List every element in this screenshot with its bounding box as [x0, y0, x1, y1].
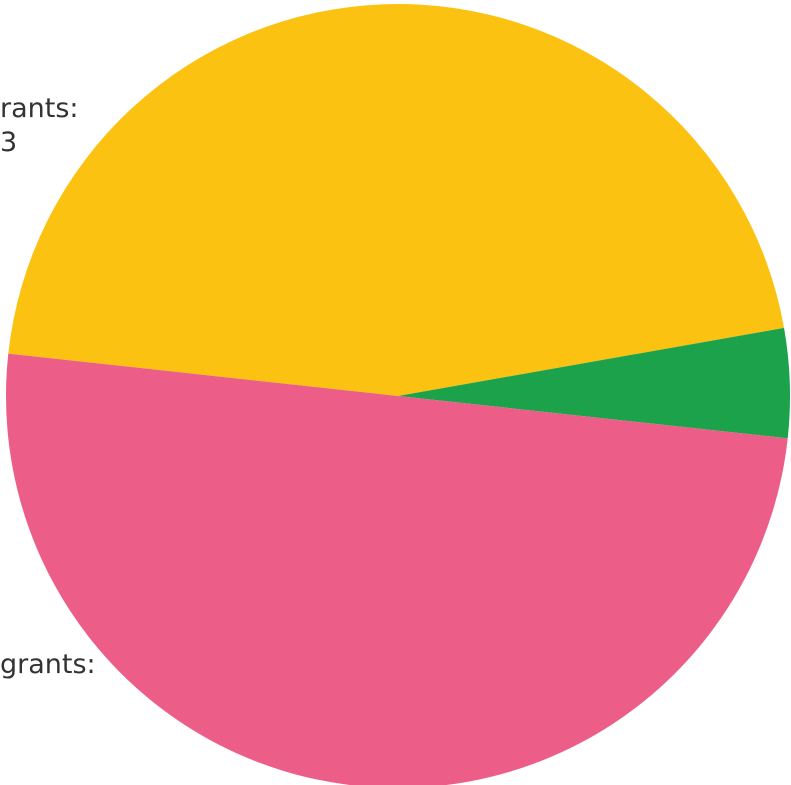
slice-label-2-line-0: grants: [0, 649, 96, 680]
slice-label-2: grants: [0, 649, 96, 680]
slices-layer [6, 4, 791, 785]
slice-label-0: rants: 3 [0, 93, 87, 158]
pie-slice-0 [8, 4, 785, 396]
labels-layer: rants: 3 grants: [0, 93, 96, 680]
slice-label-0-line-1: 3 [0, 127, 17, 158]
slice-label-0-line-0: rants: [0, 93, 79, 124]
pie-slice-2 [6, 353, 788, 785]
pie-slice-1 [398, 327, 791, 439]
